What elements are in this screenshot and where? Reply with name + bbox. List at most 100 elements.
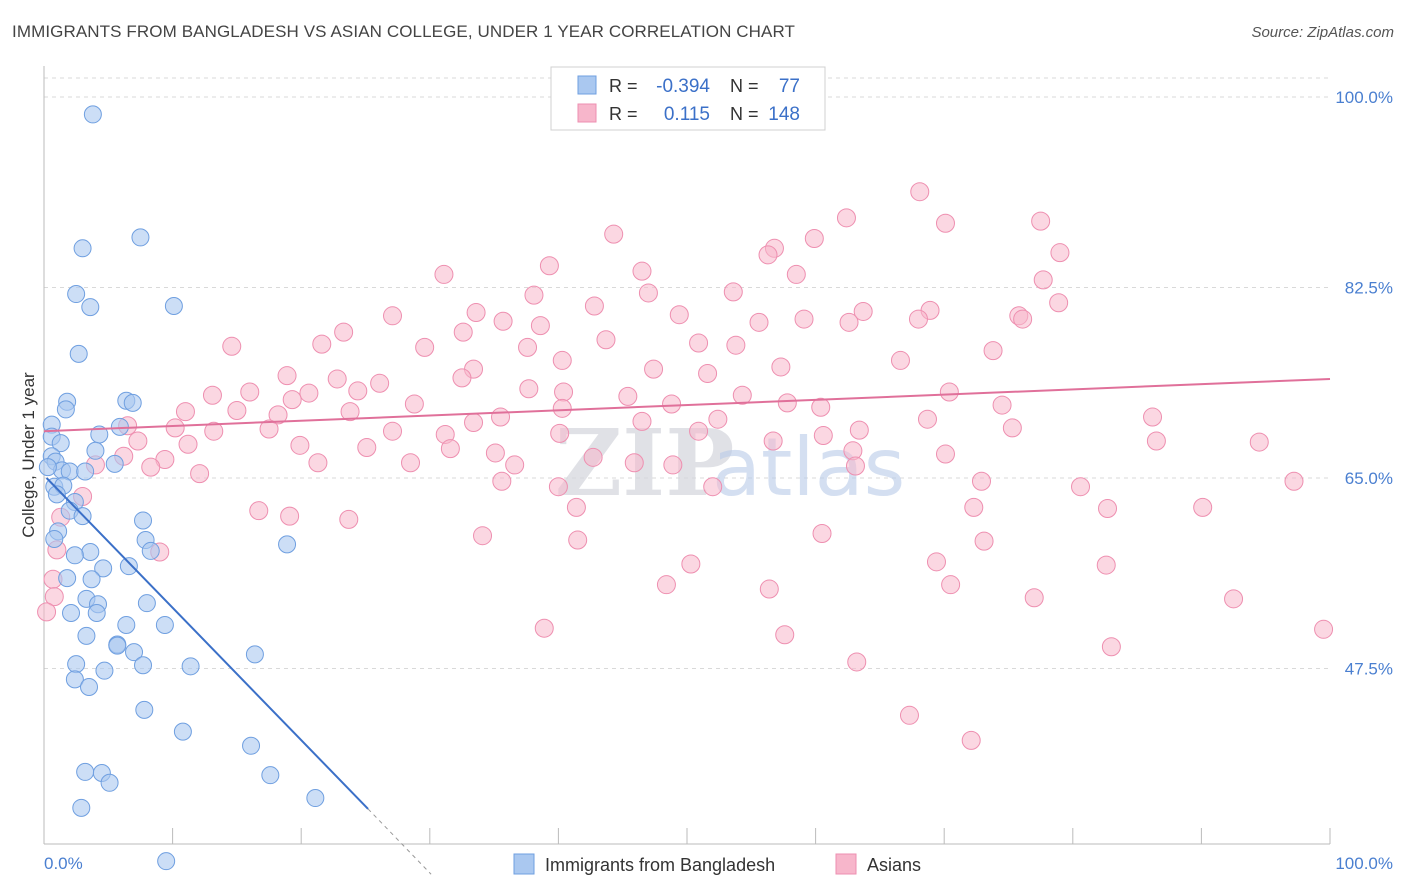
bangladesh-point: [95, 661, 114, 680]
trend-lines: [43, 377, 1331, 875]
asians-point: [812, 524, 832, 544]
source-label: Source: ZipAtlas.com: [1251, 24, 1394, 41]
asians-point: [434, 264, 454, 284]
bangladesh-point: [80, 678, 99, 697]
asians-point: [1071, 477, 1091, 497]
asians-point: [492, 471, 512, 491]
asians-point: [404, 394, 424, 414]
asians-point: [401, 453, 421, 473]
asians-point: [771, 357, 791, 377]
y-tick-label-1: 65.0%: [1345, 469, 1393, 488]
legend-swatch-bangladesh: [577, 75, 597, 95]
bangladesh-point: [87, 603, 106, 622]
bangladesh-point: [123, 393, 142, 412]
asians-point: [656, 575, 676, 595]
bangladesh-point: [278, 535, 297, 554]
asians-point: [732, 385, 752, 405]
bangladesh-point: [67, 285, 86, 304]
bangladesh-point: [83, 105, 102, 124]
asians-point: [227, 401, 247, 421]
legend-r-value-asians: 0.115: [664, 104, 710, 125]
legend-swatch-asians: [577, 103, 597, 123]
y-tick-label-3: 100.0%: [1335, 88, 1393, 107]
watermark-atlas: atlas: [712, 421, 905, 514]
bangladesh-point: [125, 643, 144, 662]
asians-point: [552, 398, 572, 418]
y-axis-label: College, Under 1 year: [19, 372, 38, 538]
bangladesh-point: [261, 766, 280, 785]
bangladesh-point: [131, 228, 150, 247]
asians-point: [340, 402, 360, 422]
asians-point: [813, 426, 833, 446]
bottom-legend-swatch-bangladesh: [513, 853, 535, 875]
asians-point: [334, 322, 354, 342]
bangladesh-point: [134, 511, 153, 530]
asians-point: [370, 373, 390, 393]
asians-point: [759, 579, 779, 599]
asians-point: [1031, 211, 1051, 231]
asians-point: [554, 382, 574, 402]
asians-point: [689, 333, 709, 353]
asians-point: [689, 421, 709, 441]
asians-point: [240, 382, 260, 402]
bangladesh-point: [47, 485, 66, 504]
asians-point: [839, 312, 859, 332]
asians-point: [583, 447, 603, 467]
asians-point: [204, 421, 224, 441]
asians-point: [327, 369, 347, 389]
asians-point: [596, 330, 616, 350]
asians-point: [268, 405, 288, 425]
asians-point: [383, 421, 403, 441]
asians-point: [961, 730, 981, 750]
asians-point: [175, 402, 195, 422]
asians-point: [1101, 637, 1121, 657]
asians-point: [703, 477, 723, 497]
asians-point: [811, 397, 831, 417]
asians-point: [618, 386, 638, 406]
asians-point: [518, 337, 538, 357]
bangladesh-point: [110, 417, 129, 436]
bangladesh-trend-line: [45, 477, 369, 810]
asians-point: [853, 301, 873, 321]
asians-point: [165, 418, 185, 438]
bangladesh-point: [135, 700, 154, 719]
asians-point: [723, 282, 743, 302]
legend-r-label-2: R =: [609, 104, 638, 124]
asians-point: [926, 552, 946, 572]
legend-box: [550, 66, 826, 131]
asians-point: [794, 309, 814, 329]
asians-point: [604, 224, 624, 244]
asians-point: [845, 456, 865, 476]
bangladesh-point: [164, 297, 183, 316]
asians-point: [348, 381, 368, 401]
legend-r-label: R =: [609, 76, 638, 96]
asians-point: [632, 261, 652, 281]
bangladesh-point: [76, 762, 95, 781]
bangladesh-point: [94, 559, 113, 578]
asians-point: [202, 385, 222, 405]
asians-point: [849, 420, 869, 440]
asians-point: [584, 296, 604, 316]
asians-point: [308, 453, 328, 473]
asians-point: [539, 256, 559, 276]
asians-point: [632, 411, 652, 431]
asians-point: [290, 435, 310, 455]
asians-point: [804, 229, 824, 249]
bangladesh-point: [242, 736, 261, 755]
asians-point: [1249, 432, 1269, 452]
legend-n-label: N =: [730, 76, 759, 96]
asians-point: [749, 312, 769, 332]
asians-point: [726, 335, 746, 355]
asians-point: [1314, 619, 1334, 639]
asians-point: [552, 350, 572, 370]
bangladesh-point: [73, 239, 92, 258]
asians-point: [1049, 293, 1069, 313]
asians-point: [758, 245, 778, 265]
bangladesh-point: [65, 546, 84, 565]
asians-point: [899, 705, 919, 725]
asians-point: [836, 208, 856, 228]
bangladesh-trend-extension: [367, 808, 432, 875]
asians-point: [992, 395, 1012, 415]
x-tick-label-0: 0.0%: [44, 854, 83, 873]
asians-point: [624, 453, 644, 473]
